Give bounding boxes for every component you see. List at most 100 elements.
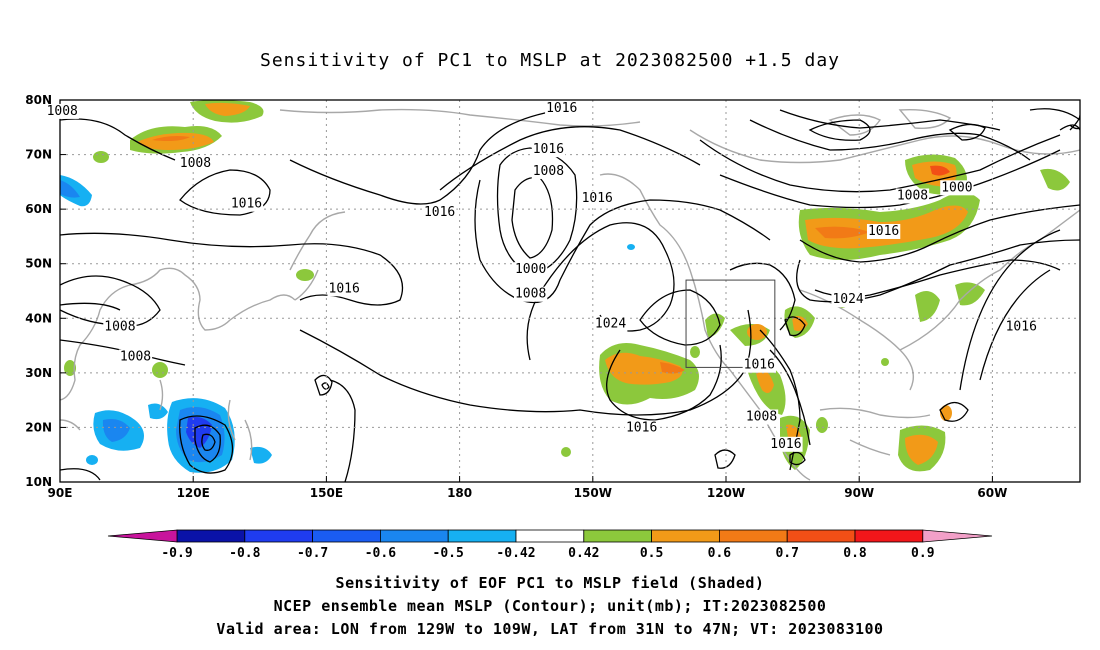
- colorbar-label: 0.7: [775, 546, 798, 561]
- contour-label-bg: [531, 142, 566, 158]
- contour-label: 1016: [770, 437, 801, 452]
- contour-label: 1000: [515, 262, 546, 277]
- lon-tick-label: 180: [447, 486, 472, 500]
- colorbar-segment: [786, 529, 856, 543]
- map-frame: [59, 99, 1081, 483]
- contour-label-bg: [531, 163, 566, 179]
- lat-tick-label: 10N: [25, 475, 52, 489]
- lon-tick-label: 120E: [177, 486, 210, 500]
- colorbar-segment: [312, 529, 381, 543]
- contour-label: 1016: [744, 358, 775, 373]
- contour-label: 1008: [47, 104, 78, 119]
- contour-label-bg: [744, 409, 779, 425]
- lon-tick-label: 150E: [310, 486, 343, 500]
- contour-label-bg: [940, 180, 974, 196]
- contour-label-bg: [866, 223, 901, 239]
- lat-tick-label: 50N: [25, 257, 52, 271]
- pressure-contours: [60, 108, 1080, 482]
- contour-label-bg: [895, 188, 930, 204]
- contour-label-bg: [593, 316, 628, 332]
- colorbar-label: -0.6: [365, 546, 396, 561]
- contour-label: 1024: [832, 292, 863, 307]
- contour-label: 1016: [626, 420, 657, 435]
- colorbar-segment: [854, 529, 924, 543]
- lat-tick-label: 80N: [25, 93, 52, 107]
- contour-labels: 1008 1008 1016 1016 1008 1008 1016 1016 1008 1016…: [45, 101, 1038, 452]
- contour-label: 1024: [595, 317, 626, 332]
- colorbar-label: 0.6: [708, 546, 732, 561]
- contour-label-bg: [513, 286, 548, 302]
- lat-tick-label: 30N: [25, 366, 52, 380]
- lat-lon-grid: [60, 100, 1080, 482]
- caption-line-1: Sensitivity of EOF PC1 to MSLP field (Sh…: [335, 574, 765, 592]
- colorbar-label: 0.42: [568, 546, 599, 561]
- lon-tick-label: 60W: [977, 486, 1007, 500]
- contour-label: 1000: [941, 180, 972, 195]
- colorbar-label: -0.9: [161, 546, 192, 561]
- colorbar-label: -0.5: [433, 546, 464, 561]
- caption-line-2: NCEP ensemble mean MSLP (Contour); unit(…: [273, 597, 827, 615]
- contour-label-bg: [742, 357, 776, 373]
- colorbar-segment: [244, 529, 314, 543]
- contour-label-bg: [178, 155, 213, 171]
- lat-tick-label: 70N: [25, 148, 52, 162]
- colorbar-segment: [447, 529, 517, 543]
- contour-label: 1016: [868, 224, 899, 239]
- contour-label-bg: [513, 262, 548, 278]
- contour-label: 1016: [1006, 319, 1037, 334]
- contour-label-bg: [545, 101, 579, 117]
- contour-label: 1008: [104, 319, 135, 334]
- map-plot-area: [60, 100, 1080, 482]
- colorbar: -0.9 -0.8 -0.7 -0.6 -0.5 -0.42 0.42 0.5 0.6 0.7 0.…: [107, 529, 993, 561]
- contour-label: 1008: [180, 156, 211, 171]
- contour-label: 1008: [897, 189, 928, 204]
- contour-label: 1016: [546, 101, 577, 116]
- longitude-labels: 90E 120E 150E 180 150W 120W 90W 60W: [48, 476, 1007, 500]
- colorbar-label: 0.5: [640, 546, 663, 561]
- colorbar-label: -0.8: [229, 546, 260, 561]
- contour-label: 1016: [533, 142, 564, 157]
- latitude-labels: 80N 70N 60N 50N 40N 30N 20N 10N: [25, 93, 66, 489]
- plot-title: Sensitivity of PC1 to MSLP at 2023082500…: [259, 50, 840, 71]
- colorbar-segment: [583, 529, 652, 543]
- contour-label-bg: [229, 196, 264, 212]
- contour-label-bg: [769, 436, 803, 452]
- contour-label: 1008: [120, 349, 151, 364]
- lat-tick-label: 40N: [25, 311, 52, 325]
- colorbar-label: 0.9: [911, 546, 934, 561]
- contour-label: 1008: [515, 287, 546, 302]
- contour-label-bg: [422, 204, 457, 220]
- colorbar-segment: [719, 529, 788, 543]
- contour-label-bg: [580, 191, 614, 207]
- lon-tick-label: 90E: [48, 486, 73, 500]
- colorbar-label: -0.42: [496, 546, 535, 561]
- contour-label-bg: [118, 349, 153, 365]
- colorbar-label: 0.8: [843, 546, 867, 561]
- contour-label-bg: [45, 103, 79, 119]
- lat-tick-label: 20N: [25, 420, 52, 434]
- contour-label-bg: [1004, 319, 1038, 335]
- contour-label: 1016: [424, 205, 455, 220]
- colorbar-segment: [651, 529, 720, 543]
- colorbar-segment: [379, 529, 449, 543]
- colorbar-segment: [176, 529, 246, 543]
- colorbar-segment: [515, 529, 585, 543]
- colorbar-low-arrow: [107, 529, 178, 543]
- lon-tick-label: 120W: [707, 486, 745, 500]
- lon-tick-label: 90W: [844, 486, 874, 500]
- contour-label: 1008: [746, 410, 777, 425]
- colorbar-high-arrow: [922, 529, 993, 543]
- contour-label-bg: [624, 420, 659, 436]
- caption-line-3: Valid area: LON from 129W to 109W, LAT f…: [216, 620, 884, 638]
- colorbar-label: -0.7: [297, 546, 328, 561]
- contour-label: 1016: [231, 197, 262, 212]
- contour-label: 1016: [582, 191, 613, 206]
- contour-label: 1016: [329, 281, 360, 296]
- contour-label-bg: [327, 281, 361, 297]
- contour-label-bg: [831, 292, 865, 308]
- lat-tick-label: 60N: [25, 202, 52, 216]
- lon-tick-label: 150W: [574, 486, 612, 500]
- contour-label-bg: [103, 319, 137, 335]
- contour-label: 1008: [533, 164, 564, 179]
